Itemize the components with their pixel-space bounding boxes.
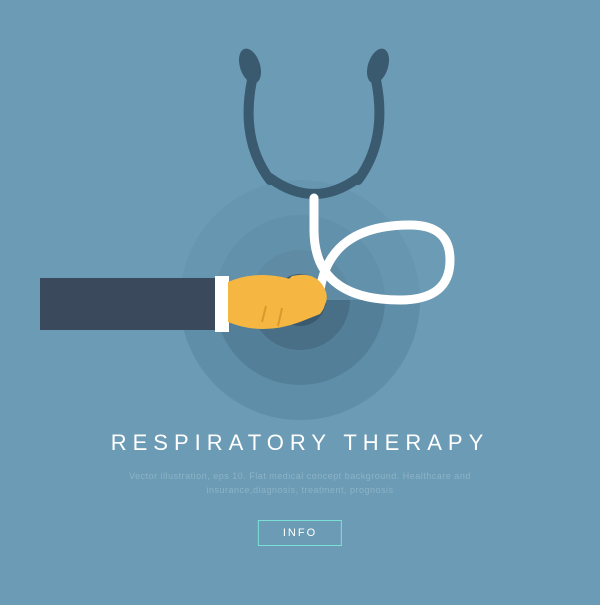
page-subtitle: Vector illustration, eps 10. Flat medica… (0, 470, 600, 497)
subtitle-line1: Vector illustration, eps 10. Flat medica… (129, 471, 471, 481)
illustration-canvas (0, 0, 600, 600)
page-title: RESPIRATORY THERAPY (0, 430, 600, 456)
hand-icon (40, 275, 327, 332)
subtitle-line2: insurance,diagnosis, treatment, prognosi… (206, 485, 393, 495)
info-button[interactable]: INFO (258, 520, 342, 546)
